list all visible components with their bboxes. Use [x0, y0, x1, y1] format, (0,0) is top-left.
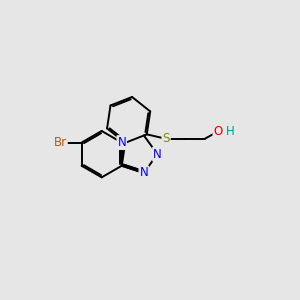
Text: O: O	[214, 125, 223, 138]
Text: H: H	[226, 125, 235, 138]
Text: S: S	[162, 132, 170, 145]
Text: N: N	[153, 148, 162, 161]
Text: N: N	[140, 167, 148, 179]
Text: Br: Br	[54, 136, 67, 149]
Text: N: N	[117, 136, 126, 149]
